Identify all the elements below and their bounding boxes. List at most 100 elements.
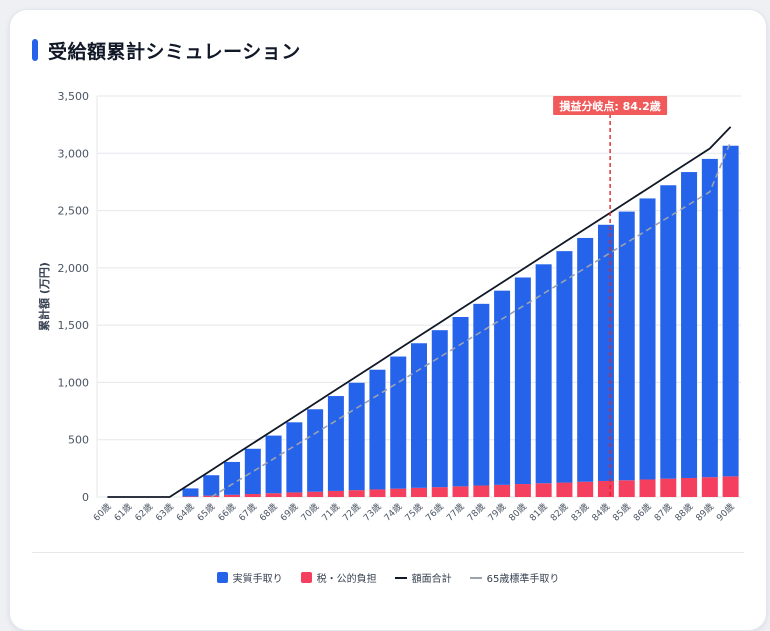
bar-net <box>681 172 698 478</box>
x-tick-label: 73歳 <box>361 501 384 524</box>
bar-net <box>701 158 718 478</box>
x-tick-label: 79歳 <box>485 501 508 524</box>
line-gross-total <box>107 126 732 498</box>
x-tick-label: 75歳 <box>402 501 425 524</box>
legend-item[interactable]: 税・公的負担 <box>300 570 377 585</box>
bar-tax <box>369 489 386 497</box>
y-tick-label: 3,500 <box>58 90 90 103</box>
bar-tax <box>452 486 469 497</box>
bar-net <box>639 198 656 480</box>
bar-tax <box>660 478 677 497</box>
bar-tax <box>182 496 199 497</box>
bar-net <box>514 277 531 485</box>
legend-label: 税・公的負担 <box>316 574 377 585</box>
bar-net <box>286 422 303 493</box>
x-tick-label: 86歳 <box>631 501 654 524</box>
x-tick-label: 65歳 <box>194 501 217 524</box>
breakeven-label-box <box>553 96 668 115</box>
bar-tax <box>265 493 282 497</box>
bar-tax <box>307 491 324 497</box>
y-axis-label: 累計額 (万円) <box>37 262 51 331</box>
chart-title: 受給額累計シミュレーション <box>48 40 301 63</box>
legend-swatch <box>394 576 407 579</box>
y-tick-label: 3,000 <box>58 147 90 160</box>
x-tick-label: 84歳 <box>589 501 612 524</box>
y-tick-label: 2,500 <box>58 205 90 218</box>
bar-net <box>494 290 511 485</box>
x-tick-label: 64歳 <box>174 501 197 524</box>
bar-net <box>660 185 677 479</box>
x-tick-label: 81歳 <box>527 501 550 524</box>
x-tick-label: 70歳 <box>298 501 321 524</box>
legend-item[interactable]: 65歳標準手取り <box>469 570 560 585</box>
bar-tax <box>244 494 261 497</box>
bar-net <box>224 461 241 495</box>
x-tick-label: 85歳 <box>610 501 633 524</box>
bar-net <box>369 369 386 490</box>
x-tick-label: 61歳 <box>111 501 134 524</box>
legend-swatch <box>469 576 482 579</box>
bar-net <box>597 224 614 481</box>
x-tick-label: 62歳 <box>132 501 155 524</box>
x-tick-label: 87歳 <box>651 501 674 524</box>
breakeven-label: 損益分岐点: 84.2歳 <box>559 99 660 113</box>
legend-item[interactable]: 額面合計 <box>394 570 452 585</box>
bar-net <box>327 396 344 491</box>
bar-tax <box>286 492 303 497</box>
bar-tax <box>535 483 552 497</box>
bar-tax <box>348 490 365 497</box>
x-tick-label: 76歳 <box>423 501 446 524</box>
x-tick-label: 77歳 <box>444 501 467 524</box>
x-tick-label: 82歳 <box>548 501 571 524</box>
bar-tax <box>556 482 573 497</box>
bar-tax <box>618 480 635 497</box>
y-tick-label: 1,500 <box>58 319 90 332</box>
x-tick-label: 66歳 <box>215 501 238 524</box>
bar-tax <box>639 479 656 497</box>
x-tick-label: 67歳 <box>236 501 259 524</box>
y-tick-label: 1,000 <box>58 376 90 389</box>
bar-tax <box>431 487 448 497</box>
x-tick-label: 72歳 <box>340 501 363 524</box>
bar-net <box>307 409 324 492</box>
bar-net <box>431 330 448 488</box>
y-tick-label: 500 <box>68 434 89 447</box>
bar-tax <box>494 484 511 497</box>
x-tick-label: 68歳 <box>257 501 280 524</box>
cumulative-benefit-chart: 0 500 1,000 1,500 2,000 2,500 3,000 3,500 累計額 (万… <box>37 90 741 524</box>
bar-tax <box>224 494 241 497</box>
x-tick-label: 78歳 <box>464 501 487 524</box>
legend-item[interactable]: 実質手取り <box>216 570 283 585</box>
bar-net <box>265 435 282 494</box>
legend-divider <box>32 552 744 553</box>
x-tick-label: 71歳 <box>319 501 342 524</box>
legend-label: 65歳標準手取り <box>486 574 560 585</box>
bar-tax <box>473 485 490 497</box>
bar-net <box>473 303 490 486</box>
bar-tax <box>681 477 698 497</box>
x-tick-label: 74歳 <box>381 501 404 524</box>
x-tick-label: 80歳 <box>506 501 529 524</box>
bar-net <box>618 211 635 481</box>
y-tick-label: 0 <box>82 491 89 504</box>
bar-net <box>535 264 552 484</box>
bar-net <box>411 343 427 488</box>
bar-tax <box>701 477 718 497</box>
x-tick-label: 69歳 <box>278 501 301 524</box>
bar-tax <box>577 481 594 497</box>
x-tick-label: 83歳 <box>568 501 591 524</box>
bar-tax <box>514 484 531 497</box>
bar-net <box>390 356 407 489</box>
bar-tax <box>327 490 344 497</box>
chart-legend: 実質手取り 税・公的負担 額面合計 65歳標準手取り <box>10 570 766 585</box>
bar-net <box>577 237 594 482</box>
bar-net <box>182 488 199 497</box>
y-tick-label: 2,000 <box>58 262 90 275</box>
bar-tax <box>411 487 427 497</box>
bar-tax <box>597 480 614 497</box>
legend-swatch <box>216 572 228 583</box>
legend-label: 額面合計 <box>411 574 452 585</box>
bar-tax <box>390 488 407 497</box>
legend-label: 実質手取り <box>232 574 283 585</box>
title-accent-bar <box>32 39 38 61</box>
